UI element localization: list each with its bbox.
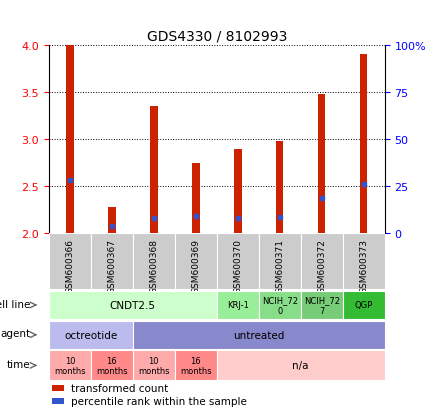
Text: GSM600373: GSM600373 [359,238,368,293]
Text: 10
months: 10 months [54,356,86,375]
Bar [133,321,385,349]
Bar [259,291,300,319]
Bar [343,234,385,290]
Bar [300,234,343,290]
Text: 16
months: 16 months [180,356,212,375]
Text: percentile rank within the sample: percentile rank within the sample [71,396,246,406]
Bar [108,207,116,234]
Text: GSM600372: GSM600372 [317,238,326,293]
Bar [49,291,217,319]
Text: octreotide: octreotide [64,330,117,340]
Bar [343,291,385,319]
Bar [66,46,74,234]
Text: GSM600366: GSM600366 [65,238,74,293]
Bar [49,234,91,290]
Bar [133,351,175,380]
Text: 16
months: 16 months [96,356,127,375]
Bar [300,291,343,319]
Bar [217,351,385,380]
Text: NCIH_72
0: NCIH_72 0 [262,296,298,315]
Text: agent: agent [0,329,30,339]
Text: untreated: untreated [233,330,284,340]
Bar [133,234,175,290]
Bar [175,351,217,380]
Text: GSM600368: GSM600368 [149,238,158,293]
Bar [217,291,259,319]
Bar [91,234,133,290]
Text: QGP: QGP [354,301,373,310]
Text: GSM600367: GSM600367 [108,238,116,293]
Title: GDS4330 / 8102993: GDS4330 / 8102993 [147,29,287,43]
Bar [52,399,64,404]
Text: KRJ-1: KRJ-1 [227,301,249,310]
Text: transformed count: transformed count [71,383,168,393]
Bar [234,149,241,234]
Bar [49,351,91,380]
Text: GSM600370: GSM600370 [233,238,242,293]
Bar [91,351,133,380]
Bar [52,385,64,391]
Bar [217,234,259,290]
Bar [360,55,368,234]
Text: n/a: n/a [292,361,309,370]
Text: time: time [7,359,30,369]
Text: GSM600371: GSM600371 [275,238,284,293]
Bar [192,163,200,234]
Text: cell line: cell line [0,299,30,309]
Text: NCIH_72
7: NCIH_72 7 [304,296,340,315]
Text: 10
months: 10 months [138,356,170,375]
Bar [259,234,300,290]
Text: CNDT2.5: CNDT2.5 [110,300,156,310]
Bar [276,142,283,234]
Bar [49,321,133,349]
Bar [318,95,326,234]
Text: GSM600369: GSM600369 [191,238,200,293]
Bar [175,234,217,290]
Bar [150,107,158,234]
